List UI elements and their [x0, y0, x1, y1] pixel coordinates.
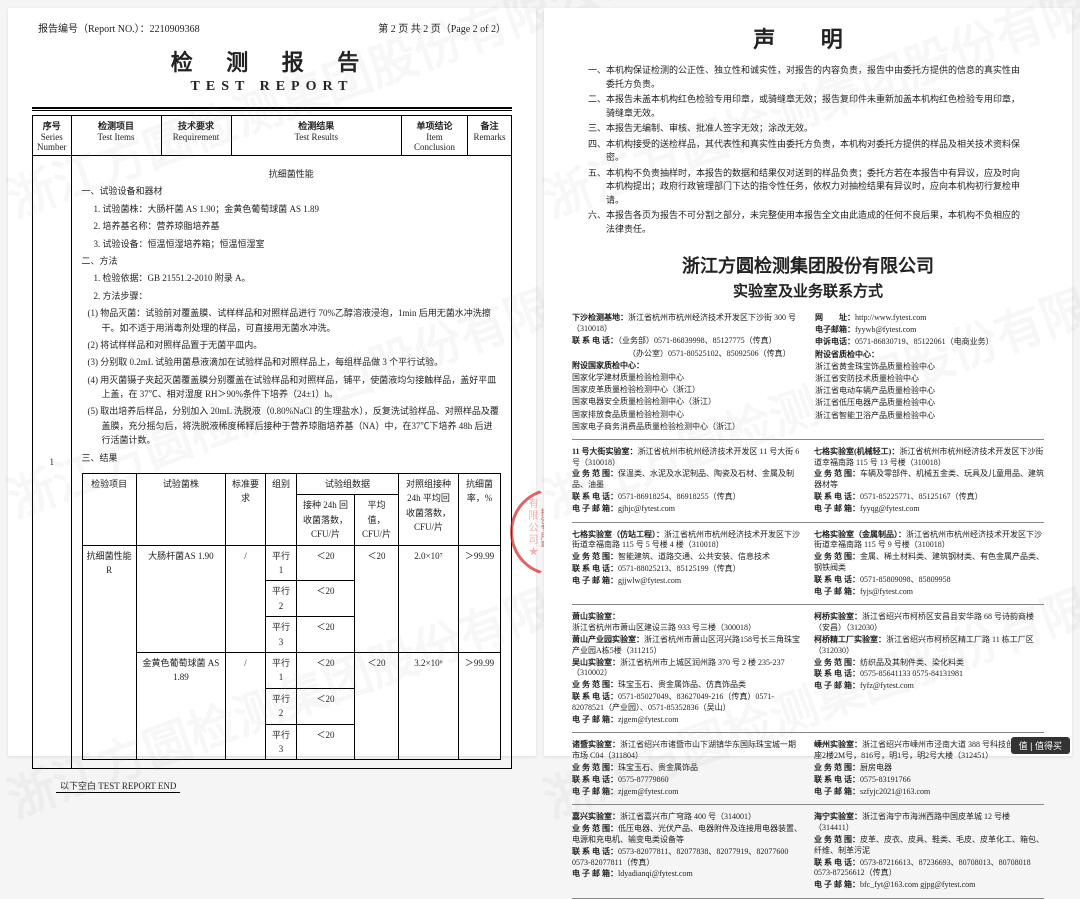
declaration-list: 一、本机构保证检测的公正性、独立性和诚实性，对报告的内容负责，报告中由委托方提供… [544, 64, 1072, 236]
report-no-label: 报告编号（Report NO.）： [38, 24, 150, 35]
edge-seal: 有限公司★ [524, 498, 539, 558]
page-header: 报告编号（Report NO.）：2210909368 第 2 页 共 2 页（… [8, 8, 536, 101]
contact-sub: 实验室及业务联系方式 [544, 280, 1072, 301]
page-1: 浙江方圆检测集团股份有限公司 浙江方圆检测集团股份有限公司 浙江方圆检测集团股份… [8, 8, 536, 756]
source-tag: 值 | 值得买 [1011, 737, 1070, 754]
result-table: 检验项目 试验菌株 标准要求 组别 试验组数据 对照组接种24h 平均回收菌落数… [82, 473, 502, 760]
contact-body: 下沙检测基地：浙江省杭州市杭州经济技术开发区下沙街 300 号（310018） … [544, 311, 1072, 899]
title-en: TEST REPORT [38, 79, 506, 95]
content-cell: 抗细菌性能 一、试验设备和器材 1. 试验菌株：大肠杆菌 AS 1.90；金黄色… [71, 156, 512, 769]
title-cn: 检 测 报 告 [38, 45, 506, 77]
row-no: 1 [33, 156, 72, 769]
declaration-title: 声 明 [544, 22, 1072, 54]
page-number: 第 2 页 共 2 页（Page 2 of 2） [378, 20, 506, 35]
main-table: 序号Series Number 检测项目Test Items 技术要求Requi… [32, 115, 512, 769]
report-end: 以下空白 TEST REPORT END [56, 779, 180, 793]
page-2: 浙江方圆检测集团股份有限公司 浙江方圆检测集团股份有限公司 浙江方圆检测集团股份… [544, 8, 1072, 756]
report-no: 2210909368 [150, 24, 200, 35]
contact-title: 浙江方圆检测集团股份有限公司 [544, 252, 1072, 278]
